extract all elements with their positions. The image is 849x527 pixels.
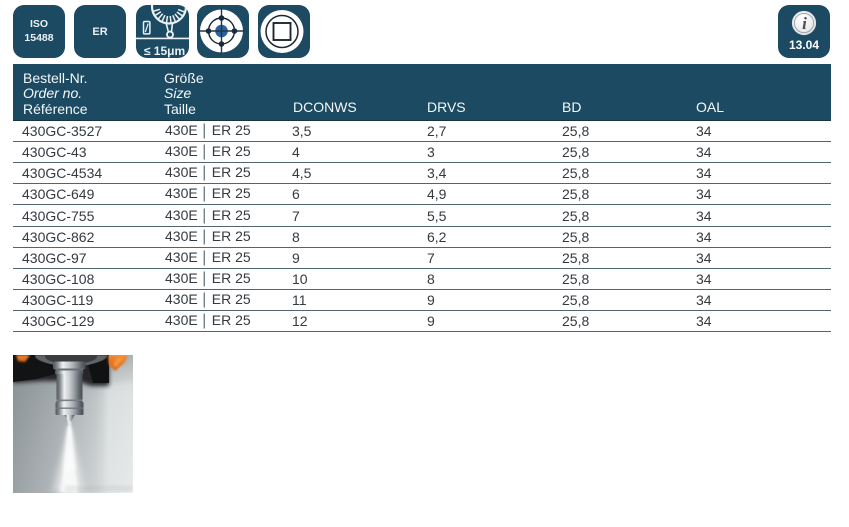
svg-text:i: i [802, 14, 807, 33]
svg-text:13.04: 13.04 [789, 38, 819, 52]
svg-text:≤ 15μm: ≤ 15μm [144, 44, 185, 58]
